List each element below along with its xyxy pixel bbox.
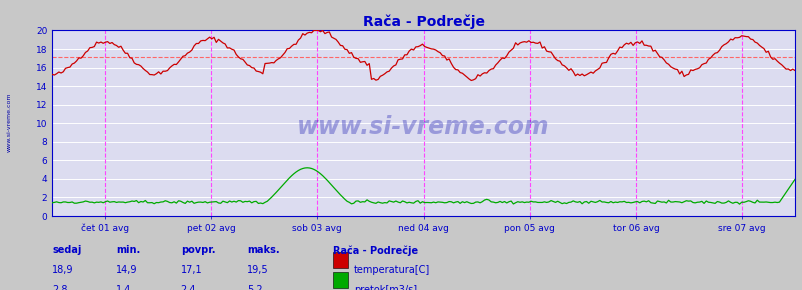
Text: 17,1: 17,1 [180, 265, 202, 275]
Text: 2,4: 2,4 [180, 285, 196, 290]
Text: www.si-vreme.com: www.si-vreme.com [297, 115, 549, 139]
Text: povpr.: povpr. [180, 245, 215, 255]
Text: min.: min. [116, 245, 140, 255]
Text: 19,5: 19,5 [247, 265, 269, 275]
Text: Rača - Podrečje: Rača - Podrečje [333, 245, 418, 255]
Text: 1,4: 1,4 [116, 285, 132, 290]
Text: maks.: maks. [247, 245, 280, 255]
Text: www.si-vreme.com: www.si-vreme.com [6, 92, 11, 152]
Text: 14,9: 14,9 [116, 265, 138, 275]
Text: 2,8: 2,8 [52, 285, 67, 290]
Text: pretok[m3/s]: pretok[m3/s] [354, 285, 417, 290]
Text: 18,9: 18,9 [52, 265, 74, 275]
Title: Rača - Podrečje: Rača - Podrečje [363, 15, 484, 29]
Text: temperatura[C]: temperatura[C] [354, 265, 430, 275]
Text: 5,2: 5,2 [247, 285, 262, 290]
Text: sedaj: sedaj [52, 245, 82, 255]
